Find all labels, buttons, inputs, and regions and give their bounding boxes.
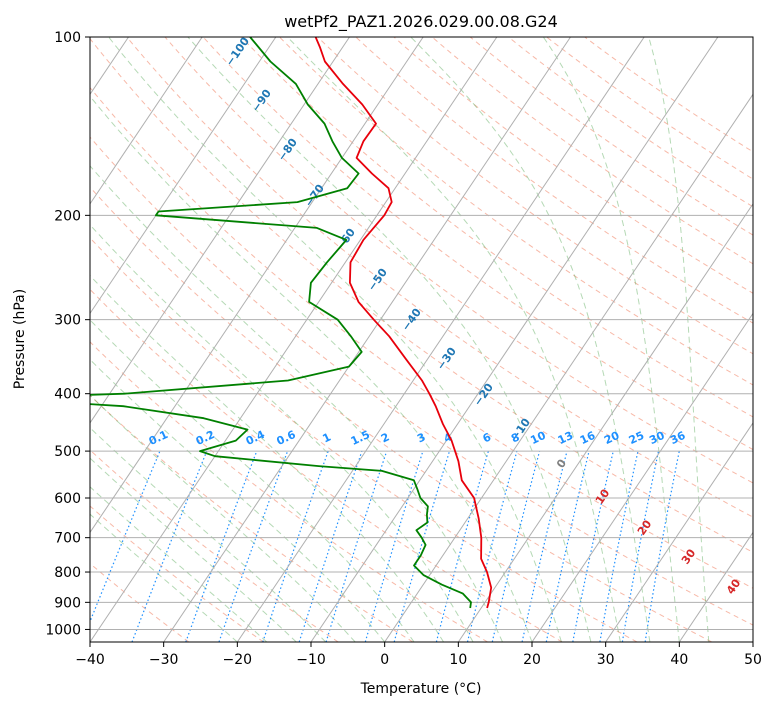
- y-tick-label: 800: [54, 565, 81, 581]
- profile-traces: [90, 37, 493, 609]
- mixing-ratio-line: [491, 450, 541, 642]
- y-tick-label: 500: [54, 444, 81, 460]
- dry-adiabat-line: [317, 37, 753, 355]
- isotherm-line: [457, 202, 753, 642]
- mixing-ratio-line: [393, 450, 451, 642]
- x-tick-label: 0: [380, 652, 389, 668]
- x-tick-label: −30: [149, 652, 179, 668]
- grid-lines: [90, 37, 753, 642]
- y-tick-label: 700: [54, 531, 81, 547]
- x-tick-label: −10: [296, 652, 326, 668]
- mixing-ratio-line: [218, 450, 289, 642]
- mixing-ratio-label: 30: [647, 429, 667, 447]
- dry-adiabat-line: [279, 37, 753, 386]
- mixing-ratio-line: [262, 450, 329, 642]
- y-tick-label: 400: [54, 387, 81, 403]
- mixing-ratio-line: [325, 450, 388, 642]
- dry-adiabat-line: [355, 37, 753, 324]
- mixing-ratio-label: 16: [578, 429, 598, 447]
- mixing-ratio-label: 13: [556, 429, 575, 447]
- mixing-ratio-label: 36: [668, 429, 688, 447]
- y-tick-label: 300: [54, 313, 81, 329]
- mixing-ratio-line: [599, 450, 639, 642]
- mixing-ratio-line: [364, 450, 424, 642]
- dry-adiabat-line: [90, 449, 339, 642]
- mixing-ratio-line: [466, 450, 518, 642]
- dry-adiabat-line: [508, 37, 753, 208]
- y-tick-label: 200: [54, 208, 81, 224]
- moist-adiabat-line: [90, 224, 474, 642]
- mixing-ratio-label: 10: [528, 429, 548, 447]
- chart-title: wetPf2_PAZ1.2026.029.00.08.G24: [284, 12, 558, 32]
- x-tick-label: −20: [223, 652, 253, 668]
- dry-adiabat-line: [90, 136, 753, 626]
- axes: −40 −30 −20 −10 0 10 20 30 40 50 1000 900 800 700 600 5…: [45, 30, 762, 668]
- isotherm-line: [90, 37, 424, 534]
- isotherm-line: [384, 93, 753, 642]
- mixing-ratio-line: [572, 450, 614, 642]
- y-tick-label: 100: [54, 30, 81, 46]
- dry-adiabat-line: [90, 288, 563, 642]
- moist-adiabat-line: [410, 37, 651, 642]
- background-lines: [90, 37, 753, 642]
- isotherm-line: [678, 531, 753, 642]
- dry-adiabat-line: [240, 37, 753, 418]
- moist-adiabat-line: [90, 274, 445, 642]
- x-tick-label: −40: [75, 652, 105, 668]
- dry-adiabat-line: [90, 505, 264, 642]
- x-axis-label: Temperature (°C): [360, 681, 482, 697]
- mixing-ratio-line: [521, 450, 568, 642]
- x-tick-label: 40: [670, 652, 688, 668]
- isotherm-line: [163, 37, 571, 642]
- x-tick-label: 20: [523, 652, 541, 668]
- mixing-ratio-line: [298, 450, 363, 642]
- y-tick-label: 600: [54, 491, 81, 507]
- mixing-ratio-line: [621, 450, 660, 642]
- dry-adiabat-line: [393, 37, 753, 294]
- dry-adiabat-line: [90, 37, 753, 553]
- dry-adiabat-line: [546, 37, 753, 180]
- y-axis-label: Pressure (hPa): [12, 289, 28, 389]
- mixing-ratio-line: [435, 450, 489, 642]
- isotherm-line: [90, 37, 203, 205]
- isotherm-line: [531, 312, 753, 642]
- dry-adiabat-line: [90, 86, 753, 589]
- moist-adiabat-line: [542, 37, 680, 642]
- dry-adiabat-line: [90, 237, 638, 642]
- isotherm-line: [236, 37, 645, 642]
- dewpoint-trace: [90, 37, 472, 609]
- x-tick-label: 50: [744, 652, 762, 668]
- moist-adiabat-line: [648, 37, 710, 642]
- moist-adiabat-line: [108, 37, 562, 642]
- moist-adiabat-line: [90, 165, 503, 642]
- moist-adiabat-line: [90, 95, 533, 642]
- x-tick-label: 10: [449, 652, 467, 668]
- mixing-ratio-label: 25: [627, 429, 646, 447]
- isotherm-line: [605, 422, 753, 642]
- mixing-ratio-line: [644, 450, 680, 642]
- isotherm-line: [310, 37, 719, 642]
- moist-adiabat-line: [90, 457, 297, 642]
- plot-frame: [89, 36, 754, 643]
- y-tick-label: 1000: [45, 622, 81, 638]
- moist-adiabat-line: [90, 394, 356, 642]
- moist-adiabat-line: [90, 319, 415, 642]
- isotherm-line: [90, 37, 277, 315]
- isotherm-line: [90, 37, 498, 642]
- x-tick-label: 30: [597, 652, 615, 668]
- y-tick-label: 900: [54, 595, 81, 611]
- mixing-ratio-label: 20: [602, 429, 622, 447]
- temperature-trace: [314, 37, 493, 609]
- moist-adiabat-line: [90, 486, 268, 642]
- moist-adiabat-line: [187, 37, 592, 642]
- isotherm-line: [90, 37, 350, 424]
- moist-adiabat-line: [90, 513, 238, 642]
